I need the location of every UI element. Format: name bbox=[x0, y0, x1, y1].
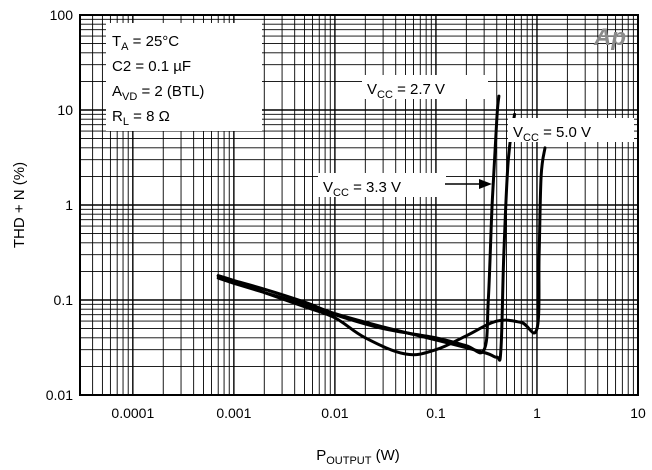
vcc-3-3-arrow-head bbox=[479, 179, 492, 189]
x-tick-label: 0.01 bbox=[321, 405, 348, 421]
vcc-5-0-label-bg bbox=[508, 118, 634, 142]
y-tick-label: 1 bbox=[65, 197, 73, 213]
y-axis-title: THD + N (%) bbox=[11, 162, 28, 248]
series-lines bbox=[216, 94, 547, 362]
condition-line: C2 = 0.1 µF bbox=[112, 58, 191, 75]
y-tick-label: 10 bbox=[57, 102, 73, 118]
x-axis-title: POUTPUT (W) bbox=[316, 447, 400, 467]
condition-line: AVD = 2 (BTL) bbox=[112, 83, 204, 103]
conditions-text: TA = 25°C C2 = 0.1 µF AVD = 2 (BTL) RL = 8 … bbox=[112, 33, 204, 128]
x-tick-label: 0.0001 bbox=[111, 405, 154, 421]
vcc-3-3-label-bg bbox=[318, 173, 446, 197]
x-tick-label: 0.001 bbox=[216, 405, 251, 421]
y-tick-label: 100 bbox=[50, 7, 74, 23]
x-tick-label: 10 bbox=[630, 405, 646, 421]
series-label-vcc-3-3: VCC = 3.3 V bbox=[323, 179, 401, 199]
vcc-2-7-label-bg bbox=[362, 75, 488, 99]
series-label-vcc-2-7: VCC = 2.7 V bbox=[367, 81, 445, 101]
y-tick-label: 0.1 bbox=[54, 292, 74, 308]
condition-line: TA = 25°C bbox=[112, 33, 179, 53]
condition-line: RL = 8 Ω bbox=[112, 108, 170, 128]
series-label-vcc-5-0: VCC = 5.0 V bbox=[513, 124, 591, 144]
x-tick-label: 0.1 bbox=[426, 405, 446, 421]
x-tick-label: 1 bbox=[533, 405, 541, 421]
series-line-2 bbox=[216, 146, 547, 357]
tick-labels: 0.0001 0.001 0.01 0.1 1 10 0.01 0.1 1 10 100 bbox=[46, 7, 646, 421]
ap-logo: Ap bbox=[593, 24, 626, 51]
y-tick-label: 0.01 bbox=[46, 387, 73, 403]
series-line-1 bbox=[216, 112, 517, 362]
conditions-box bbox=[106, 23, 262, 131]
plot-frame bbox=[79, 14, 639, 396]
